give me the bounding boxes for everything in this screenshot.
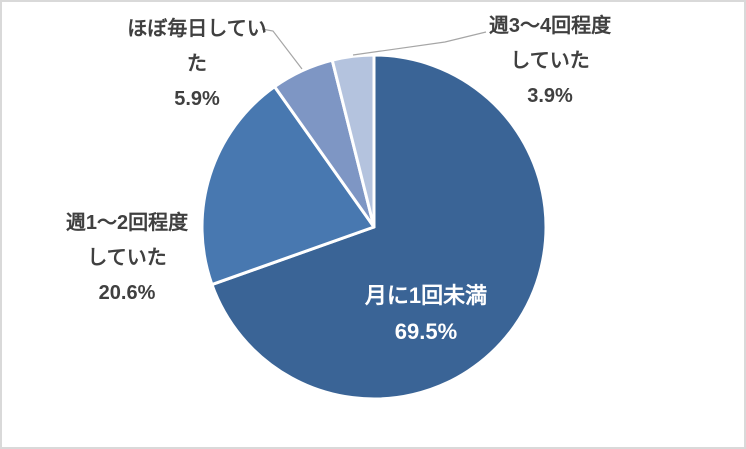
leader-line-3-4-times-week [352, 31, 487, 56]
pie-slice-1 [200, 85, 376, 287]
leader-line-almost-daily [261, 28, 303, 70]
pie [200, 53, 548, 401]
pie-slice-3 [330, 53, 376, 229]
pie-slice-0 [210, 53, 548, 401]
